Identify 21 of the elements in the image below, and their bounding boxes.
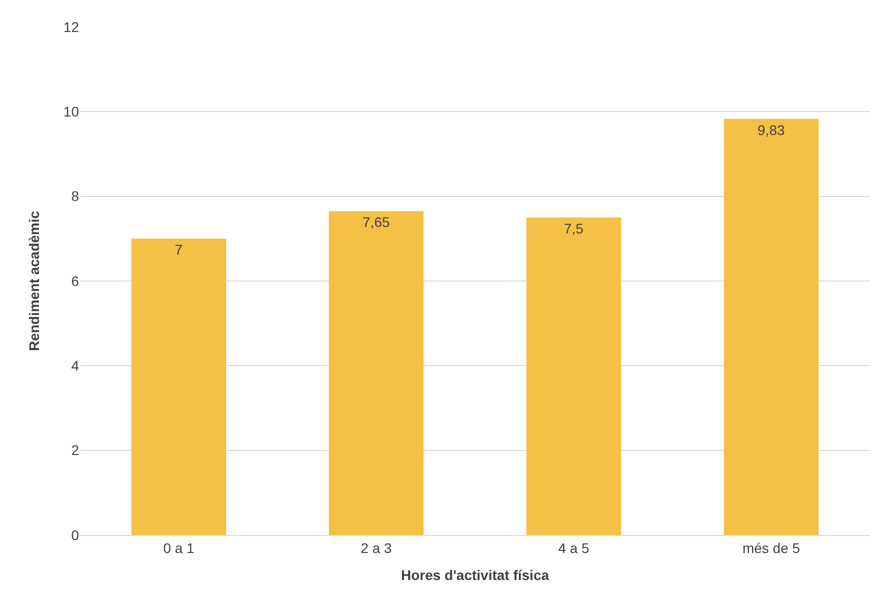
bar [526,218,622,535]
bar [131,238,226,535]
bar [328,211,424,535]
y-tick-label: 0 [71,526,80,543]
data-label: 9,83 [758,122,785,138]
y-tick-label: 12 [63,18,80,35]
y-tick-label: 2 [71,442,80,458]
x-tick-label: 4 a 5 [558,540,590,556]
y-tick-label: 4 [71,358,80,374]
x-tick-label: més de 5 [742,540,800,556]
bar [724,118,819,535]
y-tick-label: 6 [71,272,80,289]
x-tick-label: 2 a 3 [360,540,392,556]
y-tick-label: 10 [63,104,80,120]
x-axis-title: Hores d'activitat física [400,567,550,584]
y-axis-title: Rendiment acadèmic [26,210,42,352]
data-label: 7,65 [362,214,390,230]
data-label: 7 [174,242,183,258]
y-tick-label: 8 [71,188,80,204]
x-tick-label: 0 a 1 [163,540,195,556]
data-label: 7,5 [564,220,584,236]
